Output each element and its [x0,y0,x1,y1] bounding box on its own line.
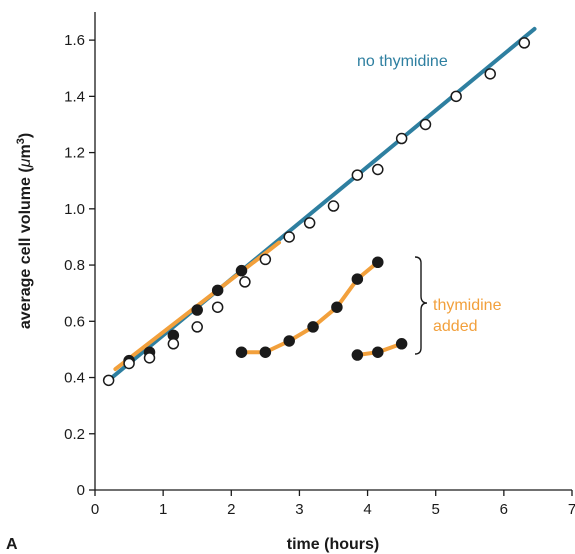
x-tick-label: 0 [91,501,99,518]
point-thymidine-added [283,335,295,347]
point-thymidine-added [235,346,248,358]
y-tick-label: 0.8 [64,257,85,274]
point-thymidine-added [235,264,248,277]
point-thymidine-added [395,338,408,350]
point-no-thymidine [419,118,432,131]
x-tick-label: 6 [500,501,508,518]
y-axis-title-superscript: 3 [15,138,27,144]
series-label-no-thymidine: no thymidine [357,53,448,70]
x-tick-label: 1 [159,501,167,518]
y-tick-label: 0.6 [64,313,85,330]
point-no-thymidine [450,90,462,103]
point-no-thymidine [283,231,295,243]
panel-letter: A [6,536,18,553]
annotations: no thymidine thymidine added [357,53,502,355]
y-axis-title-main: average cell volume ( [17,167,34,330]
point-thymidine-added [331,301,343,313]
point-no-thymidine [123,357,135,370]
point-thymidine-added [372,256,384,268]
y-tick-label: 0.4 [64,370,85,387]
point-no-thymidine [259,253,272,266]
point-no-thymidine [143,352,156,364]
point-no-thymidine [372,163,384,176]
point-no-thymidine [518,37,531,49]
y-tick-label: 0.2 [64,426,85,443]
y-tick-label: 0 [77,482,85,499]
y-tick-label: 1.0 [64,201,85,218]
y-axis-title-mu: μ [17,158,34,168]
y-axis-title-close: ) [17,133,34,138]
point-thymidine-added [259,346,272,358]
point-no-thymidine [484,68,496,80]
point-no-thymidine [211,301,224,313]
y-tick-label: 1.4 [64,88,85,105]
point-no-thymidine [327,200,340,212]
point-no-thymidine [395,132,408,145]
y-tick-label: 1.2 [64,145,85,162]
point-thymidine-added [211,284,224,297]
x-tick-label: 2 [227,501,235,518]
point-thymidine-added [307,321,319,333]
y-tick-label: 1.6 [64,32,85,49]
x-tick-label: 4 [363,501,371,518]
y-axis-title-unit: m [17,144,34,158]
point-thymidine-added [351,349,364,361]
series-label-thymidine-line2: added [433,318,478,335]
axes: 0 0.2 0.4 0.6 0.8 1.0 1.2 1.4 1.6 0 1 2 3 4 5 6 7 [64,12,575,518]
point-thymidine-added [351,273,364,285]
point-thymidine-added [372,346,384,358]
point-no-thymidine [239,276,251,288]
point-no-thymidine [351,169,364,181]
point-no-thymidine [102,374,115,387]
x-tick-label: 3 [295,501,303,518]
point-no-thymidine [191,321,203,333]
thymidine-bracket [414,256,428,355]
x-tick-label: 7 [568,501,575,518]
data-points [102,37,531,387]
point-no-thymidine [167,338,180,350]
x-axis-title: time (hours) [287,536,379,553]
point-thymidine-added [191,304,203,316]
point-no-thymidine [303,217,316,229]
y-axis-title: average cell volume (μm3) [15,133,34,329]
series-label-thymidine-line1: thymidine [433,297,502,314]
x-tick-label: 5 [432,501,440,518]
